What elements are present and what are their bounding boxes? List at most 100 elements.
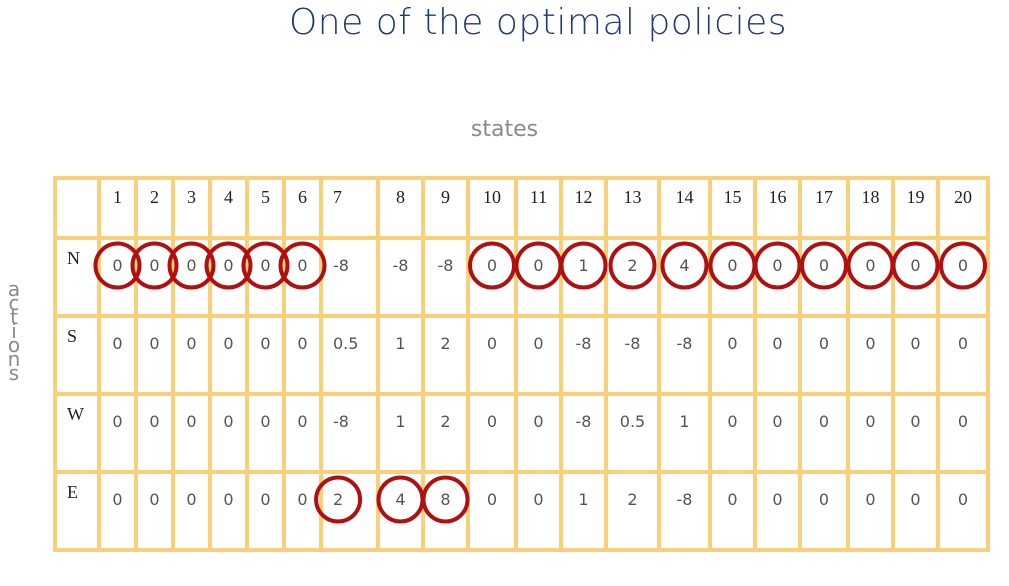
q-value: 0 [186, 256, 197, 275]
action-name: N [67, 248, 80, 268]
q-value: -8 [676, 490, 693, 509]
value-cell: 0 [514, 314, 563, 396]
value-cell: 0 [208, 470, 249, 552]
state-number: 6 [298, 187, 307, 207]
q-value: 0 [772, 256, 783, 275]
q-value: 1 [578, 490, 589, 509]
q-value: 0 [727, 256, 738, 275]
value-cell: 0 [282, 392, 323, 474]
slide-title: One of the optimal policies [288, 2, 788, 43]
value-cell: 0 [753, 236, 802, 318]
value-cell: 0 [708, 392, 757, 474]
value-cell: 0 [171, 314, 212, 396]
q-value: 0 [486, 256, 498, 275]
q-value: 0 [772, 412, 783, 431]
value-cell: 2 [604, 236, 661, 318]
value-cell: 0 [97, 392, 138, 474]
state-header-cell: 17 [798, 176, 850, 240]
value-cell: 1 [657, 392, 712, 474]
q-value: 0 [223, 334, 234, 353]
q-value: 0 [727, 490, 738, 509]
value-cell: 2 [604, 470, 661, 552]
value-cell: 8 [421, 470, 470, 552]
action-header-cell: E [53, 470, 101, 552]
q-value: 0 [260, 256, 271, 275]
q-value: 0 [957, 412, 969, 431]
q-value: 0 [112, 412, 123, 431]
state-number: 9 [441, 187, 450, 207]
value-cell: 0 [753, 314, 802, 396]
state-number: 8 [396, 187, 405, 207]
q-value: 0 [223, 256, 234, 275]
q-value: 0 [910, 334, 921, 353]
q-value: -8 [624, 334, 641, 353]
states-axis-label: states [470, 117, 539, 142]
q-value: 0 [260, 490, 271, 509]
action-row-n: N 0 0 0 0 0 0 -8 -8 -8 0 0 1 2 4 0 0 0 0 0 0 [53, 236, 990, 318]
state-header-cell: 9 [421, 176, 470, 240]
value-cell: 0 [208, 392, 249, 474]
q-value: 1 [578, 256, 589, 275]
state-number: 13 [623, 187, 642, 207]
q-value: 0 [727, 334, 738, 353]
value-cell: 0 [846, 392, 895, 474]
q-value: 0 [149, 334, 160, 353]
state-number: 10 [483, 187, 501, 207]
q-value: 1 [395, 412, 406, 431]
state-header-cell: 3 [171, 176, 212, 240]
action-row-s: S 0 0 0 0 0 0 0.5 1 2 0 0 -8 -8 -8 0 0 0 0 0 0 [53, 314, 990, 396]
value-cell: 0 [798, 314, 850, 396]
state-header-cell: 11 [514, 176, 563, 240]
value-cell: 4 [657, 236, 712, 318]
action-row-w: W 0 0 0 0 0 0 -8 1 2 0 0 -8 0.5 1 0 0 0 0 0 0 [53, 392, 990, 474]
q-value: 0 [533, 412, 544, 431]
q-value: 0 [957, 256, 969, 275]
state-number: 14 [675, 187, 694, 207]
q-value: 4 [679, 256, 690, 275]
actions-label-letter: c [8, 291, 20, 315]
value-cell: 0 [134, 470, 175, 552]
value-cell: -8 [657, 314, 712, 396]
q-value: 1 [395, 334, 406, 353]
q-value: 0 [865, 334, 876, 353]
value-cell: 0 [708, 470, 757, 552]
value-cell: 0 [208, 236, 249, 318]
value-cell: 0 [891, 236, 940, 318]
state-header-cell: 20 [936, 176, 990, 240]
q-value: 0 [910, 412, 921, 431]
value-cell: 0 [171, 236, 212, 318]
state-header-cell: 13 [604, 176, 661, 240]
value-cell: 0 [514, 392, 563, 474]
actions-label-letter: n [7, 347, 21, 371]
q-value: 0 [223, 490, 234, 509]
q-value: 0 [957, 490, 969, 509]
q-value: -8 [575, 412, 592, 431]
value-cell: 1 [559, 236, 608, 318]
q-value: 0 [818, 412, 830, 431]
state-number: 17 [815, 187, 833, 207]
q-value: 0 [486, 334, 498, 353]
value-cell: 0 [891, 470, 940, 552]
state-number: 15 [723, 187, 742, 207]
q-value: 0 [910, 256, 921, 275]
q-value: 0 [865, 412, 876, 431]
state-number: 1 [113, 187, 122, 207]
q-value: 0 [818, 490, 830, 509]
value-cell: -8 [559, 314, 608, 396]
action-header-cell: W [53, 392, 101, 474]
actions-label-letter: i [11, 319, 17, 343]
q-value: 0 [486, 490, 498, 509]
value-cell: 0 [171, 470, 212, 552]
value-cell: 1 [376, 314, 425, 396]
q-value: 0 [865, 490, 876, 509]
state-number: 3 [187, 187, 196, 207]
value-cell: 0 [936, 314, 990, 396]
value-cell: 0 [846, 470, 895, 552]
state-number: 2 [150, 187, 159, 207]
q-value: 0 [772, 334, 783, 353]
state-number: 7 [333, 187, 342, 207]
value-cell: 0.5 [604, 392, 661, 474]
value-cell: 0 [134, 392, 175, 474]
value-cell: 0 [936, 236, 990, 318]
